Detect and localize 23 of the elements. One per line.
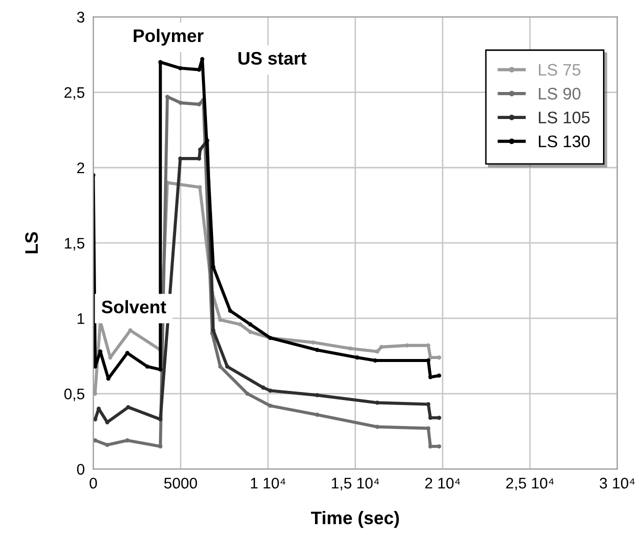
legend-label: LS 130 xyxy=(538,136,590,148)
annotation: Polymer xyxy=(134,28,204,46)
annotation: Solvent xyxy=(102,300,166,314)
x-tick-label: 2 10⁴ xyxy=(425,478,460,489)
y-tick-label: 1 xyxy=(78,313,84,324)
y-axis-title: LS xyxy=(25,232,38,254)
legend-label: LS 90 xyxy=(538,88,580,100)
x-tick-label: 1 10⁴ xyxy=(250,478,286,489)
x-tick-label: 0 xyxy=(90,478,97,489)
x-axis-title: Time (sec) xyxy=(310,511,399,528)
x-tick-label: 5000 xyxy=(164,478,198,489)
annotation: US start xyxy=(238,52,306,65)
y-tick-label: 0,5 xyxy=(64,388,84,402)
y-tick-label: 2 xyxy=(77,162,84,174)
y-tick-label: 0 xyxy=(77,464,84,475)
y-tick-label: 1,5 xyxy=(64,238,84,250)
x-tick-label: 3 10⁴ xyxy=(600,478,635,489)
y-tick-label: 2,5 xyxy=(64,87,84,100)
legend-label: LS 105 xyxy=(538,112,590,124)
y-tick-label: 3 xyxy=(77,12,84,23)
x-tick-label: 1,5 10⁴ xyxy=(332,478,380,490)
legend-label: LS 75 xyxy=(538,64,580,76)
x-tick-label: 2,5 10⁴ xyxy=(506,478,554,490)
